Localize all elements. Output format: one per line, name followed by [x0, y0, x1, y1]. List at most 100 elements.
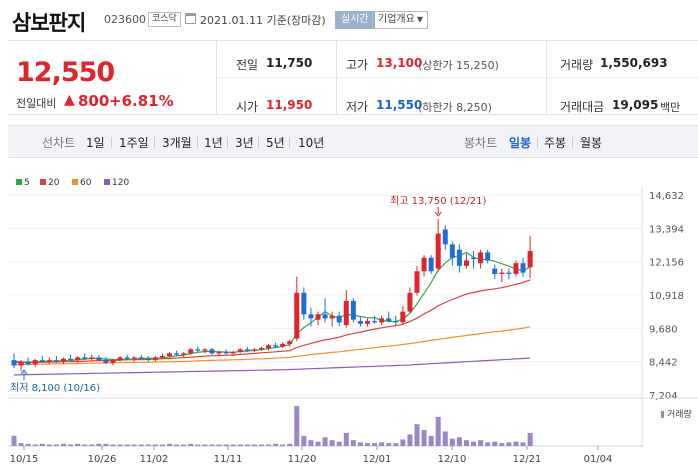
candle-body	[82, 357, 88, 359]
volume-bar	[322, 437, 328, 446]
tab-1w[interactable]: 1주일	[119, 136, 149, 150]
low-value: 11,550	[376, 98, 423, 112]
tab-3y[interactable]: 3년	[235, 136, 254, 150]
chevron-down-icon: ▼	[416, 15, 423, 24]
tab-weekly[interactable]: 주봉	[544, 136, 567, 150]
tab-3m[interactable]: 3개월	[162, 136, 192, 150]
high-label: 고가	[346, 58, 369, 72]
open-value: 11,950	[266, 98, 313, 112]
tab-5y[interactable]: 5년	[266, 136, 285, 150]
candle-body	[350, 300, 356, 320]
volume-bar	[188, 443, 194, 446]
volume-bar	[449, 438, 455, 446]
candle-body	[89, 357, 95, 359]
volume-legend-swatch	[661, 411, 664, 418]
volume-bar	[372, 443, 378, 446]
candle-chart-label: 봉차트	[464, 136, 498, 150]
candle-body	[195, 349, 201, 351]
volume-bar	[435, 416, 441, 446]
volume-bar	[167, 443, 173, 446]
volume-bar	[386, 443, 392, 446]
volume-bar	[216, 444, 222, 446]
trade-value-label: 거래대금	[560, 100, 605, 114]
volume-bar	[145, 444, 151, 446]
candle-body	[273, 345, 279, 347]
volume-bar	[350, 440, 356, 446]
change-percent: +6.81%	[109, 92, 174, 110]
trade-value: 19,095	[612, 98, 659, 112]
stock-name: 삼보판지	[12, 11, 86, 35]
legend-label: 5	[24, 178, 30, 188]
current-price: 12,550	[16, 57, 115, 88]
tab-separator	[572, 137, 573, 148]
tab-1y[interactable]: 1년	[204, 136, 223, 150]
volume-bar	[82, 444, 88, 446]
volume-bar	[513, 441, 519, 446]
realtime-button[interactable]: 실시간	[335, 11, 375, 29]
volume-bar	[485, 442, 491, 446]
price-summary: 12,550 전일대비 ▲ 800 +6.81% 전일 11,750 시가 11…	[8, 40, 698, 115]
candle-body	[485, 252, 491, 261]
candle-body	[421, 257, 427, 272]
candle-body	[329, 315, 335, 319]
candle-body	[60, 358, 66, 362]
candle-body	[216, 352, 222, 354]
legend-ma5: 5	[16, 178, 30, 188]
candle-body	[230, 352, 236, 354]
candle-body	[414, 271, 420, 293]
tab-daily[interactable]: 일봉	[509, 136, 532, 150]
calendar-icon	[185, 13, 196, 24]
ma20-line	[13, 279, 531, 364]
legend-ma120: 120	[104, 178, 129, 188]
candle-body	[117, 357, 123, 361]
volume-bar	[46, 444, 52, 446]
tab-separator	[111, 137, 112, 148]
candle-body	[386, 318, 392, 322]
x-tick-label: 11/20	[288, 454, 317, 465]
company-overview-dropdown[interactable]: 기업개요 ▼	[372, 11, 428, 29]
tab-separator	[154, 137, 155, 148]
tab-separator	[227, 137, 228, 148]
volume-bar	[266, 444, 272, 446]
volume-bar	[400, 439, 406, 446]
volume-bar	[32, 444, 38, 446]
candle-body	[379, 318, 385, 323]
volume-bar	[527, 432, 533, 446]
chart-period-tabs: 선차트 1일 1주일 3개월 1년 3년 5년 10년 봉차트 일봉 주봉 월봉	[8, 125, 698, 158]
volume-bar	[506, 442, 512, 446]
volume-bar	[89, 444, 95, 446]
y-tick-label: 8,442	[649, 358, 678, 369]
volume-bar	[25, 443, 31, 446]
candle-body	[322, 314, 328, 319]
candle-body	[520, 263, 526, 273]
high-value: 13,100	[376, 56, 423, 70]
candle-body	[75, 357, 81, 361]
volume-bar	[414, 424, 420, 446]
y-tick-label: 13,394	[649, 224, 684, 235]
volume-bar	[159, 444, 165, 446]
stock-chart[interactable]: 14,632 13,394 12,156 10,918 9,680 8,442 7,204 1…	[0, 176, 698, 467]
ma120-line	[13, 357, 531, 376]
candle-body	[258, 347, 264, 350]
tab-monthly[interactable]: 월봉	[580, 136, 603, 150]
high-arrow-head	[434, 211, 442, 217]
candle-body	[167, 353, 173, 357]
volume-bar	[181, 444, 187, 446]
volume-bar	[251, 444, 257, 446]
volume-bar	[202, 444, 208, 446]
tab-10y[interactable]: 10년	[298, 136, 325, 150]
volume-bar	[365, 443, 370, 446]
volume-bar	[315, 441, 321, 446]
stock-code: 023600	[104, 13, 146, 26]
volume-bar	[223, 444, 229, 446]
candle-body	[202, 349, 208, 351]
candle-body	[159, 356, 165, 358]
volume-bar	[329, 440, 335, 446]
candle-body	[174, 353, 180, 355]
candle-body	[138, 357, 144, 359]
tab-1d[interactable]: 1일	[86, 136, 105, 150]
candle-body	[400, 311, 406, 323]
candle-body	[244, 349, 250, 351]
candle-body	[53, 360, 59, 362]
divider	[216, 41, 217, 114]
